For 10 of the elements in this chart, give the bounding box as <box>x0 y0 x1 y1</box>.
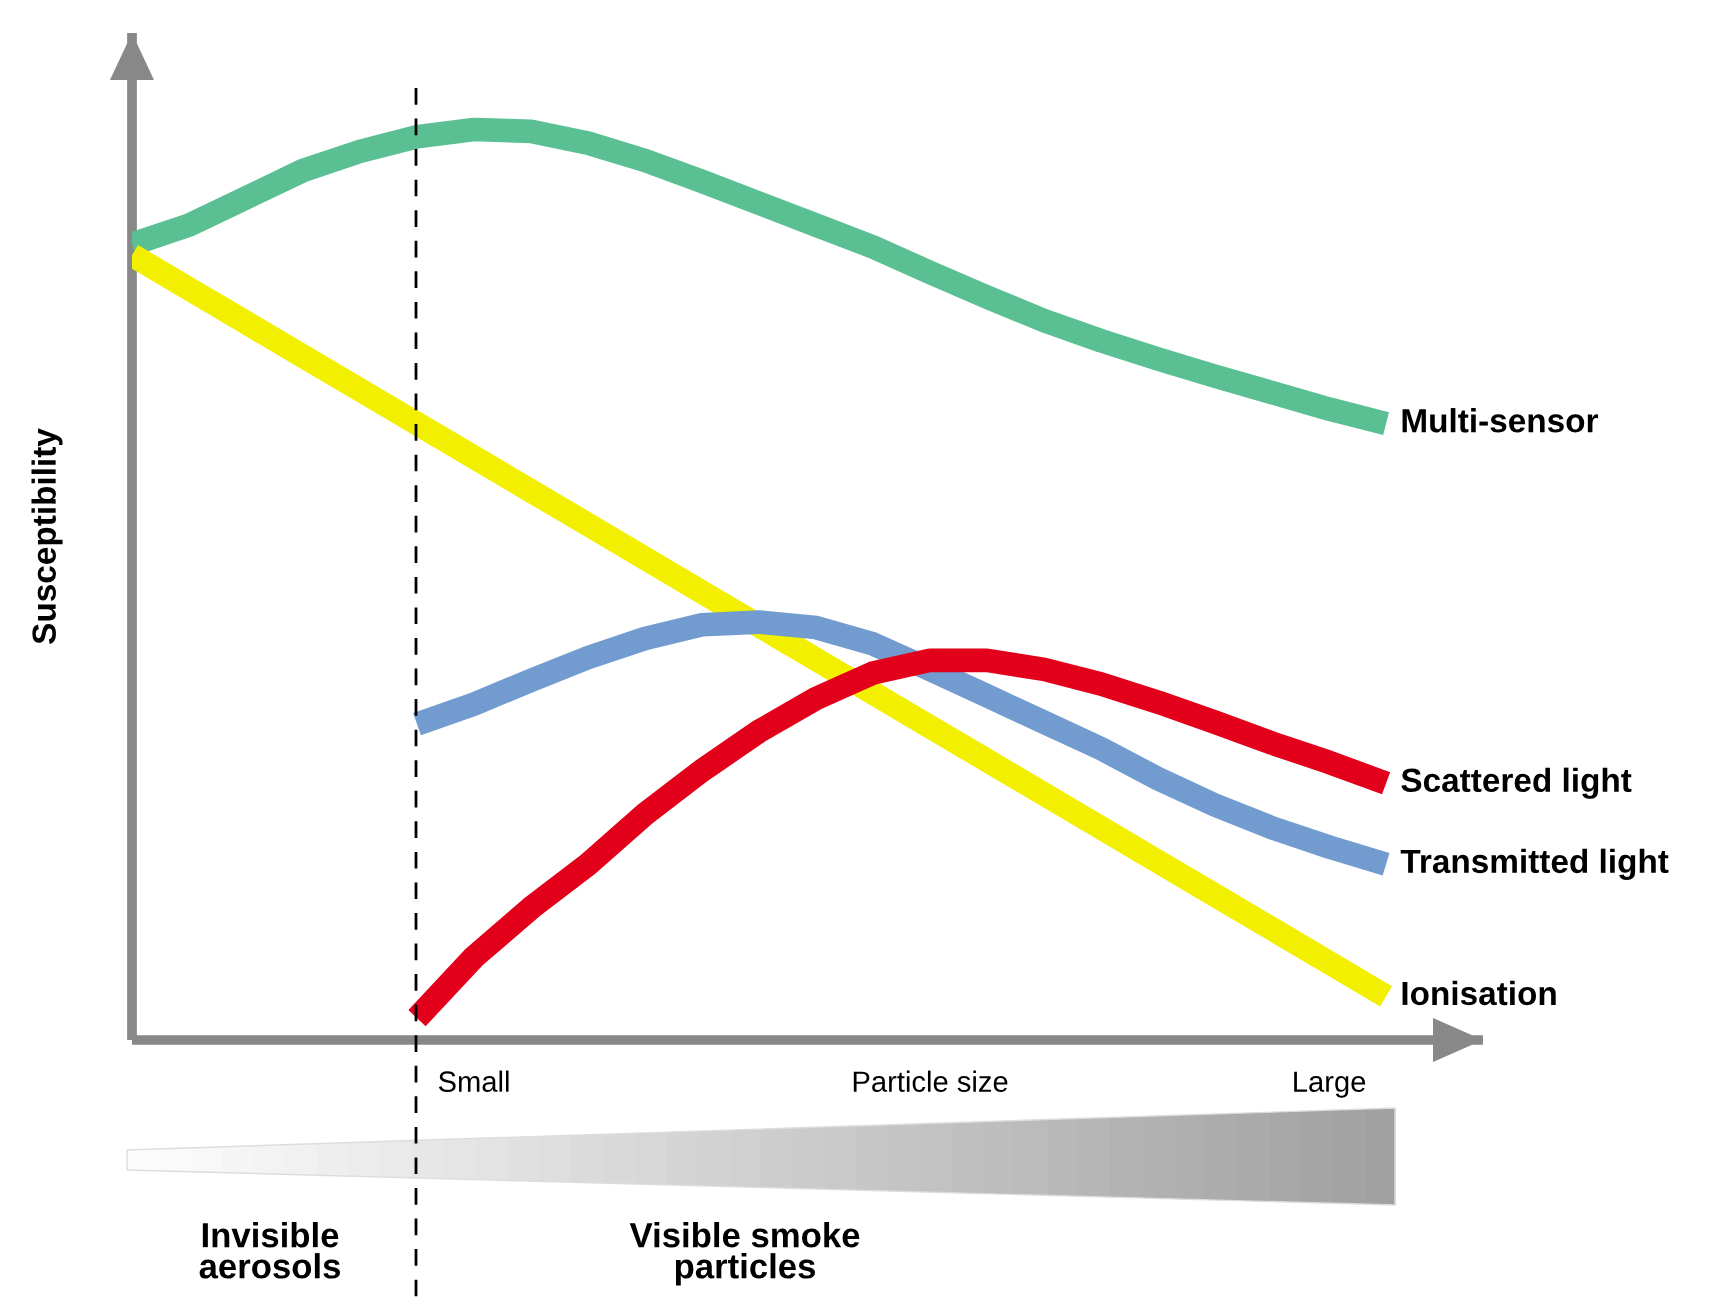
series-label: Multi-sensor <box>1402 408 1598 433</box>
series-label: Ionisation <box>1402 980 1556 1006</box>
x-tick-label: Large <box>1294 1071 1366 1098</box>
series-label: Transmitted light <box>1400 848 1669 880</box>
text: Invisible aerosols <box>199 1222 340 1279</box>
series-label: Scattered light <box>1401 767 1632 799</box>
text: Visible smoke particles <box>629 1222 860 1286</box>
x-tick-label: Small <box>438 1070 509 1092</box>
x-tick-label: Particle size <box>853 1070 1008 1092</box>
y-axis-title: Susceptibility <box>31 428 63 644</box>
